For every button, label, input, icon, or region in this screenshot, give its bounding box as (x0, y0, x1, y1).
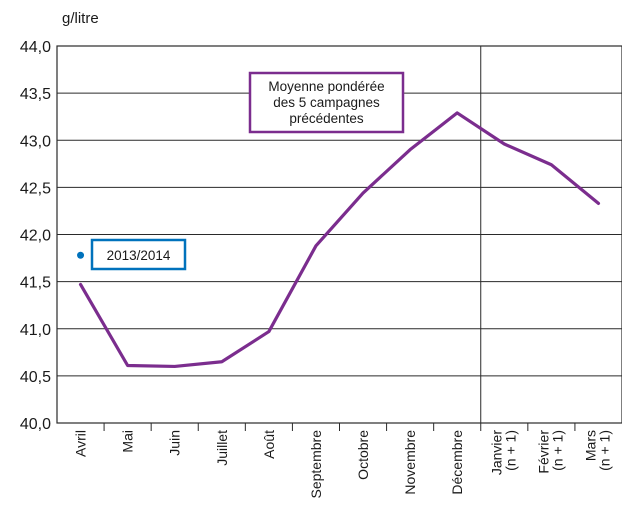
x-tick-label-line: Septembre (308, 430, 324, 499)
y-tick-label: 42,5 (20, 180, 51, 197)
annotation-text: 2013/2014 (107, 248, 171, 263)
x-tick-label: Juin (167, 430, 183, 456)
x-tick-label-line: Avril (73, 430, 89, 457)
x-tick-label-line: Juillet (214, 430, 230, 466)
gridlines (57, 92, 622, 377)
series-layer (77, 111, 601, 369)
x-tick-label-line: Octobre (355, 430, 371, 480)
y-axis-unit-label: g/litre (62, 10, 99, 27)
y-tick-label: 40,0 (20, 416, 51, 433)
x-tick-label: Février(n + 1) (535, 430, 565, 474)
x-tick-label-line: Décembre (449, 430, 465, 495)
x-tick-label-line: Février (535, 430, 551, 474)
y-tick-label: 44,0 (20, 39, 51, 56)
x-tick-label: Novembre (402, 430, 418, 495)
x-tick-label: Juillet (214, 430, 230, 466)
x-tick-label: Octobre (355, 430, 371, 480)
x-tick-label-line: (n + 1) (549, 430, 565, 471)
y-tick-label: 43,0 (20, 133, 51, 150)
y-tick-label: 43,5 (20, 86, 51, 103)
x-tick-label: Janvier(n + 1) (488, 430, 518, 475)
annotation-text-line: Moyenne pondérée (268, 79, 384, 94)
x-tick-label-line: Juin (167, 430, 183, 456)
annotation-text-line: des 5 campagnes (273, 95, 380, 110)
x-tick-label: Août (261, 430, 277, 459)
y-tick-label: 41,0 (20, 322, 51, 339)
x-tick-label: Mars(n + 1) (582, 430, 612, 471)
x-tick-label-line: (n + 1) (596, 430, 612, 471)
annotation-text-line: précédentes (289, 111, 364, 126)
x-axis-ticks: Avril Mai Juin Juillet Août Septembre Octobre N… (73, 423, 612, 499)
y-tick-label: 42,0 (20, 228, 51, 245)
data-point-2013-2014 (77, 251, 85, 259)
x-tick-label-line: Mars (582, 430, 598, 461)
x-tick-label-line: Novembre (402, 430, 418, 495)
y-tick-label: 41,5 (20, 275, 51, 292)
y-tick-label: 40,5 (20, 369, 51, 386)
x-tick-label: Décembre (449, 430, 465, 495)
annotation-box (248, 71, 405, 134)
x-tick-label-line: (n + 1) (502, 430, 518, 471)
x-tick-label: Septembre (308, 430, 324, 499)
x-tick-label-line: Janvier (488, 430, 504, 475)
annotation-2013-2014: 2013/2014 (90, 238, 187, 271)
x-tick-label-line: Mai (120, 430, 136, 453)
series-line-moyenne (78, 111, 601, 369)
x-tick-label: Mai (120, 430, 136, 453)
annotation-box (90, 238, 187, 271)
x-tick-label-line: Août (261, 430, 277, 459)
x-tick-label: Avril (73, 430, 89, 457)
y-axis-ticks: 40,0 40,5 41,0 41,5 42,0 42,5 43,0 43,5 44,0 (20, 39, 51, 433)
